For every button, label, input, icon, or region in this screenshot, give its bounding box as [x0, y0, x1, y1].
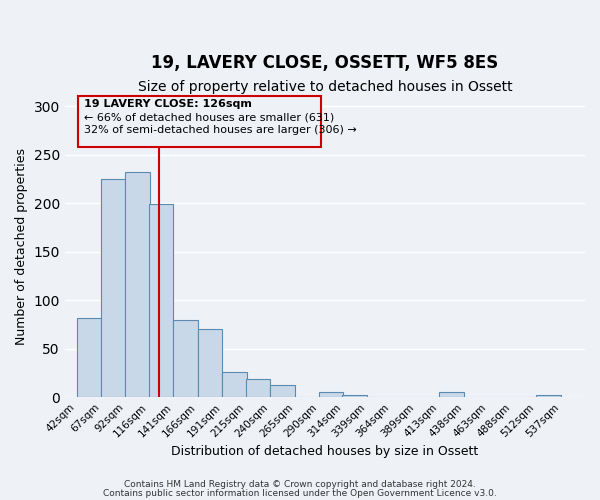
Y-axis label: Number of detached properties: Number of detached properties: [15, 148, 28, 346]
Text: Contains public sector information licensed under the Open Government Licence v3: Contains public sector information licen…: [103, 488, 497, 498]
Bar: [245, 379, 270, 397]
FancyBboxPatch shape: [79, 96, 321, 147]
Bar: [125, 172, 150, 397]
Bar: [319, 392, 343, 397]
Bar: [439, 392, 464, 397]
Bar: [198, 330, 222, 397]
X-axis label: Distribution of detached houses by size in Ossett: Distribution of detached houses by size …: [171, 444, 479, 458]
Bar: [222, 372, 247, 397]
Bar: [343, 396, 367, 397]
Title: Size of property relative to detached houses in Ossett: Size of property relative to detached ho…: [137, 80, 512, 94]
Text: Contains HM Land Registry data © Crown copyright and database right 2024.: Contains HM Land Registry data © Crown c…: [124, 480, 476, 489]
Bar: [270, 384, 295, 397]
Bar: [77, 318, 101, 397]
Text: 19, LAVERY CLOSE, OSSETT, WF5 8ES: 19, LAVERY CLOSE, OSSETT, WF5 8ES: [151, 54, 499, 72]
Text: 32% of semi-detached houses are larger (306) →: 32% of semi-detached houses are larger (…: [83, 125, 356, 135]
Bar: [173, 320, 198, 397]
Bar: [536, 396, 560, 397]
Text: 19 LAVERY CLOSE: 126sqm: 19 LAVERY CLOSE: 126sqm: [83, 100, 251, 110]
Bar: [101, 179, 125, 397]
Text: ← 66% of detached houses are smaller (631): ← 66% of detached houses are smaller (63…: [83, 112, 334, 122]
Bar: [149, 204, 173, 397]
